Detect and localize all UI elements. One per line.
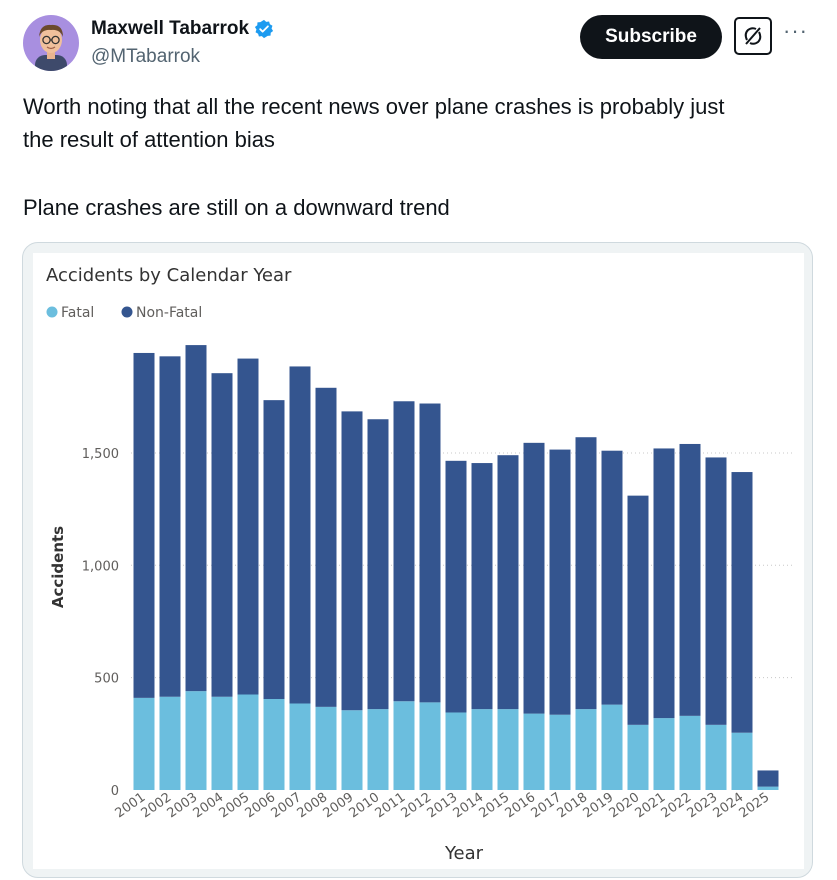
bar-fatal-2016[interactable] [523,713,545,790]
bar-fatal-2006[interactable] [263,698,285,790]
legend-nonfatal-marker [121,306,133,318]
bar-fatal-2015[interactable] [497,709,519,790]
bar-nonfatal-2001[interactable] [133,352,155,698]
bar-nonfatal-2004[interactable] [211,373,233,697]
legend-fatal-label: Fatal [61,305,94,321]
chart-image: Accidents by Calendar Year Fatal Non-Fat… [33,253,804,869]
subscribe-button[interactable]: Subscribe [580,15,722,59]
legend-fatal-marker [46,306,58,318]
bar-fatal-2014[interactable] [471,709,493,790]
avatar[interactable] [23,15,79,71]
bar-fatal-2011[interactable] [393,701,415,790]
bar-nonfatal-2018[interactable] [575,437,597,710]
bar-nonfatal-2017[interactable] [549,449,571,715]
bar-nonfatal-2008[interactable] [315,387,337,707]
bar-fatal-2007[interactable] [289,703,311,790]
bar-nonfatal-2025[interactable] [757,770,779,787]
bar-nonfatal-2015[interactable] [497,455,519,710]
bar-nonfatal-2010[interactable] [367,419,389,710]
x-tick-label-2025: 2025 [737,790,773,821]
post-text-line-2: the result of attention bias [23,127,275,152]
bar-nonfatal-2024[interactable] [731,472,753,733]
bar-nonfatal-2003[interactable] [185,345,207,692]
x-axis-label: Year [444,843,484,864]
bar-fatal-2025[interactable] [757,786,779,790]
bar-fatal-2020[interactable] [627,724,649,790]
bar-nonfatal-2013[interactable] [445,460,467,713]
bar-nonfatal-2009[interactable] [341,411,363,711]
y-tick-label: 1,500 [82,447,119,462]
chart-title: Accidents by Calendar Year [46,265,292,286]
bar-nonfatal-2021[interactable] [653,448,675,719]
bar-fatal-2018[interactable] [575,709,597,790]
bar-fatal-2022[interactable] [679,715,701,790]
more-options-icon[interactable]: ··· [783,18,808,43]
bar-fatal-2010[interactable] [367,709,389,790]
bar-fatal-2012[interactable] [419,702,441,790]
bar-nonfatal-2020[interactable] [627,495,649,725]
y-tick-label: 0 [111,784,119,799]
y-axis-label: Accidents [49,526,67,608]
bar-nonfatal-2011[interactable] [393,401,415,702]
bar-nonfatal-2007[interactable] [289,366,311,704]
bar-fatal-2017[interactable] [549,714,571,790]
bar-fatal-2001[interactable] [133,697,155,790]
bar-nonfatal-2022[interactable] [679,443,701,716]
bar-nonfatal-2014[interactable] [471,463,493,710]
author-name[interactable]: Maxwell Tabarrok [91,18,274,40]
media-card[interactable]: Accidents by Calendar Year Fatal Non-Fat… [22,242,813,878]
bar-fatal-2002[interactable] [159,696,181,790]
bar-fatal-2021[interactable] [653,718,675,790]
bar-fatal-2008[interactable] [315,706,337,790]
bar-fatal-2013[interactable] [445,712,467,790]
bar-nonfatal-2016[interactable] [523,442,545,714]
y-tick-label: 500 [94,672,119,687]
bar-nonfatal-2002[interactable] [159,356,181,697]
bar-fatal-2024[interactable] [731,732,753,790]
accidents-chart: Accidents by Calendar Year Fatal Non-Fat… [46,265,795,864]
bar-nonfatal-2005[interactable] [237,358,259,695]
bar-fatal-2023[interactable] [705,724,727,790]
bar-nonfatal-2023[interactable] [705,457,727,725]
bar-fatal-2004[interactable] [211,696,233,790]
bar-fatal-2003[interactable] [185,691,207,790]
post-text-line-1: Worth noting that all the recent news ov… [23,94,725,119]
bar-fatal-2019[interactable] [601,704,623,790]
bar-nonfatal-2012[interactable] [419,403,441,703]
grok-icon[interactable] [734,17,772,55]
bar-fatal-2009[interactable] [341,710,363,790]
post-text-line-3: Plane crashes are still on a downward tr… [23,195,450,220]
author-handle[interactable]: @MTabarrok [91,46,201,67]
bar-fatal-2005[interactable] [237,694,259,790]
bar-nonfatal-2019[interactable] [601,450,623,705]
legend-nonfatal-label: Non-Fatal [136,305,202,321]
y-tick-label: 1,000 [82,559,119,574]
verified-badge-icon [254,19,274,39]
bar-nonfatal-2006[interactable] [263,400,285,699]
author-name-text: Maxwell Tabarrok [91,18,250,39]
